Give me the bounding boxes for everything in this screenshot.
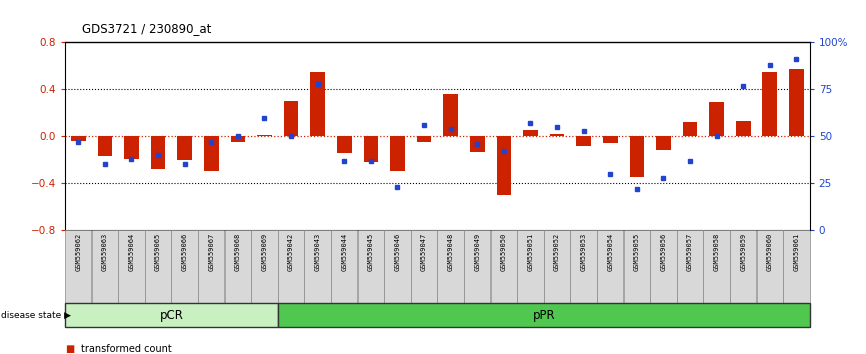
Bar bbox=[597, 230, 624, 303]
Bar bbox=[757, 230, 783, 303]
Bar bbox=[358, 230, 384, 303]
Text: GSM559044: GSM559044 bbox=[341, 232, 347, 270]
Text: GSM559068: GSM559068 bbox=[235, 232, 241, 270]
Bar bbox=[385, 230, 410, 303]
Bar bbox=[278, 230, 304, 303]
Bar bbox=[736, 121, 751, 136]
Text: GSM559054: GSM559054 bbox=[607, 232, 613, 270]
Bar bbox=[630, 136, 644, 177]
Bar bbox=[204, 136, 218, 171]
Text: GSM559043: GSM559043 bbox=[314, 232, 320, 270]
Text: GSM559051: GSM559051 bbox=[527, 232, 533, 270]
Bar bbox=[443, 94, 458, 136]
Bar bbox=[709, 102, 724, 136]
Text: GSM559049: GSM559049 bbox=[475, 232, 481, 270]
Bar bbox=[437, 230, 464, 303]
Bar bbox=[576, 136, 591, 146]
Bar bbox=[198, 230, 224, 303]
Bar bbox=[337, 136, 352, 153]
Bar bbox=[762, 72, 777, 136]
Bar bbox=[151, 136, 165, 169]
Text: GSM559042: GSM559042 bbox=[288, 232, 294, 270]
Bar bbox=[496, 136, 511, 195]
Text: GSM559067: GSM559067 bbox=[208, 232, 214, 270]
Text: GSM559050: GSM559050 bbox=[501, 232, 507, 270]
Bar bbox=[251, 230, 278, 303]
Text: GSM559053: GSM559053 bbox=[580, 232, 586, 270]
Text: GSM559061: GSM559061 bbox=[793, 232, 799, 270]
Bar bbox=[119, 230, 145, 303]
Bar bbox=[544, 230, 570, 303]
Text: GSM559046: GSM559046 bbox=[394, 232, 400, 270]
Bar bbox=[230, 136, 245, 142]
Bar bbox=[624, 230, 650, 303]
Text: ■: ■ bbox=[65, 344, 74, 354]
Text: GSM559066: GSM559066 bbox=[182, 232, 188, 270]
Bar bbox=[65, 303, 278, 327]
Bar bbox=[603, 136, 617, 143]
Bar bbox=[364, 136, 378, 162]
Text: disease state ▶: disease state ▶ bbox=[1, 310, 71, 320]
Bar bbox=[656, 136, 671, 150]
Bar bbox=[523, 130, 538, 136]
Text: GSM559064: GSM559064 bbox=[128, 232, 134, 270]
Text: GSM559047: GSM559047 bbox=[421, 232, 427, 270]
Bar bbox=[730, 230, 756, 303]
Bar bbox=[470, 136, 485, 152]
Bar bbox=[703, 230, 730, 303]
Bar bbox=[331, 230, 358, 303]
Bar bbox=[682, 122, 697, 136]
Text: GSM559069: GSM559069 bbox=[262, 232, 268, 270]
Bar bbox=[783, 230, 810, 303]
Text: pCR: pCR bbox=[159, 309, 184, 321]
Bar bbox=[410, 230, 437, 303]
Bar bbox=[257, 135, 272, 136]
Bar bbox=[178, 136, 192, 160]
Text: GSM559048: GSM559048 bbox=[448, 232, 454, 270]
Bar bbox=[417, 136, 431, 142]
Text: GSM559055: GSM559055 bbox=[634, 232, 640, 270]
Bar bbox=[550, 134, 565, 136]
Bar bbox=[284, 101, 299, 136]
Text: GSM559058: GSM559058 bbox=[714, 232, 720, 270]
Bar bbox=[145, 230, 171, 303]
Text: pPR: pPR bbox=[533, 309, 555, 321]
Text: GSM559045: GSM559045 bbox=[368, 232, 374, 270]
Text: GSM559060: GSM559060 bbox=[766, 232, 772, 270]
Text: GSM559059: GSM559059 bbox=[740, 232, 746, 270]
Text: GSM559062: GSM559062 bbox=[75, 232, 81, 270]
Text: GSM559056: GSM559056 bbox=[661, 232, 667, 270]
Bar bbox=[98, 136, 113, 156]
Bar bbox=[224, 230, 251, 303]
Text: transformed count: transformed count bbox=[81, 344, 171, 354]
Bar bbox=[571, 230, 597, 303]
Bar bbox=[491, 230, 517, 303]
Bar bbox=[65, 230, 92, 303]
Bar bbox=[677, 230, 703, 303]
Bar bbox=[310, 72, 325, 136]
Bar bbox=[517, 230, 544, 303]
Bar bbox=[789, 69, 804, 136]
Text: GSM559065: GSM559065 bbox=[155, 232, 161, 270]
Bar bbox=[278, 303, 810, 327]
Bar bbox=[71, 136, 86, 141]
Bar bbox=[390, 136, 404, 171]
Bar bbox=[650, 230, 676, 303]
Bar bbox=[124, 136, 139, 159]
Bar bbox=[464, 230, 490, 303]
Text: GSM559057: GSM559057 bbox=[687, 232, 693, 270]
Text: GSM559052: GSM559052 bbox=[554, 232, 560, 270]
Text: GDS3721 / 230890_at: GDS3721 / 230890_at bbox=[82, 22, 211, 35]
Bar bbox=[305, 230, 331, 303]
Bar bbox=[171, 230, 197, 303]
Text: GSM559063: GSM559063 bbox=[102, 232, 108, 270]
Bar bbox=[92, 230, 118, 303]
